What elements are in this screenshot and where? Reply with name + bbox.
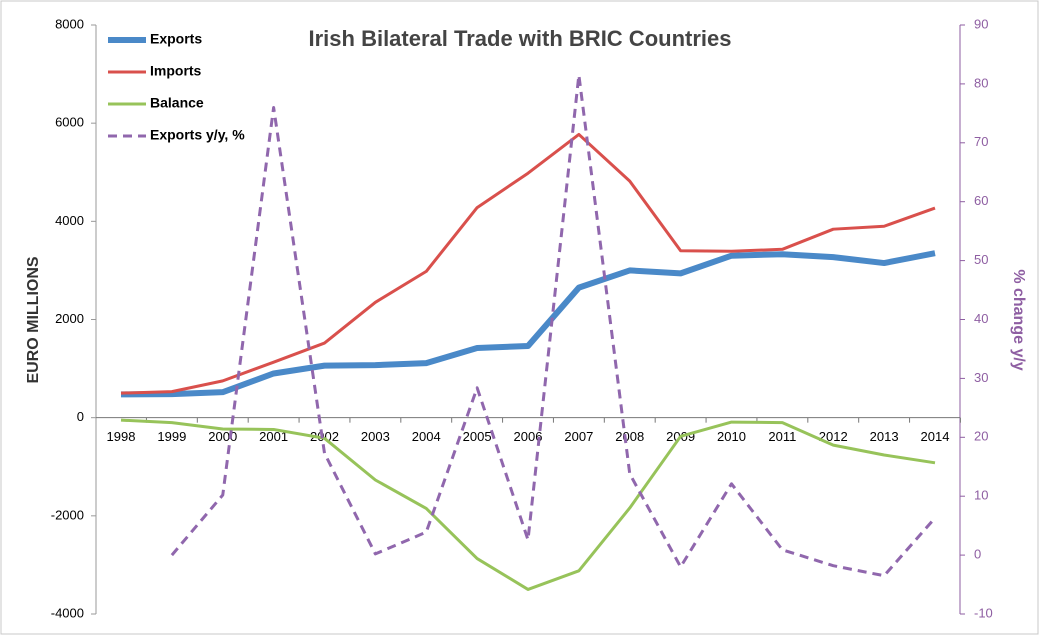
legend-label: Exports y/y, % [150,127,245,143]
x-tick-label: 2002 [310,429,339,444]
x-tick-label: 2014 [921,429,950,444]
series-line [120,132,936,395]
y-tick-label: 0 [77,409,84,424]
y2-axis-label: % change y/y [1010,269,1027,370]
y-axis-label: EURO MILLIONS [25,256,42,383]
y2-tick-label: 60 [974,193,988,208]
y-tick-label: 8000 [55,16,84,31]
y2-tick-label: 80 [974,75,988,90]
y2-tick-label: 10 [974,488,988,503]
y-tick-label: 2000 [55,311,84,326]
chart-title: Irish Bilateral Trade with BRIC Countrie… [309,26,732,51]
x-tick-label: 2000 [208,429,237,444]
y2-tick-label: 70 [974,134,988,149]
x-tick-label: 2011 [768,429,796,444]
x-tick-label: 2001 [259,429,288,444]
y-tick-label: 4000 [55,213,84,228]
y2-tick-label: 90 [974,16,988,31]
x-tick-label: 2007 [564,429,593,444]
y2-tick-label: 40 [974,311,988,326]
x-tick-label: 2010 [717,429,746,444]
legend-label: Exports [150,31,202,47]
x-tick-label: 2008 [615,429,644,444]
x-tick-label: 2003 [361,429,390,444]
y-tick-label: -4000 [51,605,84,620]
series-line [120,418,936,591]
series-line [120,250,936,398]
x-tick-label: 2004 [412,429,441,444]
x-tick-label: 2005 [463,429,492,444]
x-tick-label: 2006 [514,429,543,444]
y2-tick-label: 20 [974,429,988,444]
series-line [170,73,937,578]
x-tick-label: 1998 [107,429,136,444]
y2-tick-label: 50 [974,252,988,267]
legend-label: Imports [150,63,202,79]
y-tick-label: -2000 [51,507,84,522]
y2-tick-label: 30 [974,370,988,385]
y-tick-label: 6000 [55,115,84,130]
legend-label: Balance [150,95,204,111]
x-tick-label: 1999 [157,429,186,444]
x-tick-label: 2013 [870,429,899,444]
y2-tick-label: -10 [974,605,993,620]
y2-tick-label: 0 [974,547,981,562]
